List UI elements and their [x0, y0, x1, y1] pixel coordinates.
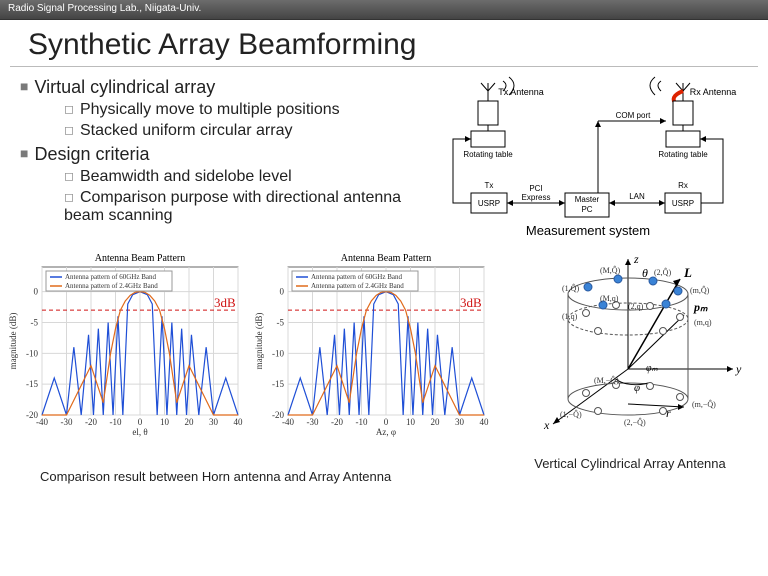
- svg-text:(2,−Q̂): (2,−Q̂): [624, 416, 646, 427]
- svg-text:-15: -15: [272, 379, 284, 389]
- svg-text:(M,Q̂): (M,Q̂): [600, 264, 621, 275]
- svg-text:-10: -10: [26, 348, 38, 358]
- tx-label: Tx: [485, 181, 494, 190]
- bullet-1: Virtual cylindrical array Physically mov…: [20, 77, 443, 140]
- svg-text:40: 40: [480, 417, 490, 427]
- svg-text:(1,Q̂): (1,Q̂): [562, 282, 579, 293]
- x-axis: x: [543, 418, 550, 432]
- svg-text:3dB: 3dB: [214, 295, 236, 310]
- measurement-diagram: Tx Antenna Rx Antenna Rotating table Rot…: [443, 73, 754, 253]
- svg-text:0: 0: [138, 417, 143, 427]
- y-axis: y: [735, 362, 742, 376]
- svg-text:(2,Q̂): (2,Q̂): [654, 266, 671, 277]
- svg-text:Antenna pattern of 60GHz Band: Antenna pattern of 60GHz Band: [311, 273, 402, 281]
- svg-text:el, θ: el, θ: [132, 427, 147, 437]
- right-column: Tx Antenna Rx Antenna Rotating table Rot…: [443, 73, 754, 253]
- master-pc-2: PC: [582, 205, 593, 214]
- phim-label: φₘ: [646, 363, 659, 374]
- lan-label: LAN: [629, 192, 645, 201]
- svg-text:20: 20: [185, 417, 195, 427]
- chart-left: -40-30-20-10010203040-20-15-10-503dBAnte…: [6, 249, 246, 471]
- svg-text:(2,q): (2,q): [628, 302, 644, 311]
- svg-text:30: 30: [455, 417, 465, 427]
- z-axis: z: [633, 252, 639, 266]
- theta-label: θ: [642, 266, 648, 280]
- bullet-list: Virtual cylindrical array Physically mov…: [14, 77, 443, 225]
- svg-text:-5: -5: [277, 318, 285, 328]
- bullet-2-text: Design criteria: [34, 144, 149, 164]
- svg-text:-10: -10: [272, 348, 284, 358]
- pci-label-2: Express: [522, 193, 551, 202]
- rx-antenna-label: Rx Antenna: [690, 87, 737, 97]
- lab-name: Radio Signal Processing Lab., Niigata-Un…: [8, 3, 201, 14]
- charts-caption: Comparison result between Horn antenna a…: [0, 469, 768, 484]
- svg-text:Antenna pattern of 2.4GHz Band: Antenna pattern of 2.4GHz Band: [311, 282, 404, 290]
- sub-2-1: Beamwidth and sidelobe level: [64, 168, 443, 186]
- svg-text:(1,−Q̂): (1,−Q̂): [560, 408, 582, 419]
- svg-text:-15: -15: [26, 379, 38, 389]
- sub-2-2: Comparison purpose with directional ante…: [64, 189, 443, 225]
- com-port-label: COM port: [616, 111, 651, 120]
- bullet-1-text: Virtual cylindrical array: [34, 77, 215, 97]
- svg-text:Az, φ: Az, φ: [376, 427, 396, 437]
- page-title: Synthetic Array Beamforming: [10, 20, 758, 67]
- svg-text:-20: -20: [272, 410, 284, 420]
- svg-text:magnitude (dB): magnitude (dB): [254, 313, 264, 370]
- pm-label: pₘ: [693, 300, 708, 314]
- svg-text:-5: -5: [31, 318, 39, 328]
- svg-text:20: 20: [431, 417, 441, 427]
- svg-text:10: 10: [160, 417, 170, 427]
- left-column: Virtual cylindrical array Physically mov…: [14, 73, 443, 253]
- svg-text:(1,q): (1,q): [562, 312, 578, 321]
- svg-text:-20: -20: [331, 417, 343, 427]
- chart-right: -40-30-20-10010203040-20-15-10-503dBAnte…: [252, 249, 492, 471]
- sub-1-2: Stacked uniform circular array: [64, 122, 443, 140]
- svg-text:Antenna Beam Pattern: Antenna Beam Pattern: [341, 253, 432, 264]
- svg-text:(m,Q̂): (m,Q̂): [690, 284, 710, 295]
- svg-text:Antenna pattern of 2.4GHz Band: Antenna pattern of 2.4GHz Band: [65, 282, 158, 290]
- header-bar: Radio Signal Processing Lab., Niigata-Un…: [0, 0, 768, 20]
- diagram-caption: Measurement system: [526, 223, 650, 238]
- rot-table-2: Rotating table: [659, 150, 709, 159]
- svg-text:-30: -30: [307, 417, 319, 427]
- svg-text:0: 0: [34, 287, 39, 297]
- svg-text:0: 0: [384, 417, 389, 427]
- cylinder-caption: Vertical Cylindrical Array Antenna: [498, 456, 762, 471]
- cylinder-diagram: z y x L θ pₘ φ φₘ r: [498, 249, 762, 471]
- svg-text:40: 40: [234, 417, 244, 427]
- svg-text:Antenna pattern of 60GHz Band: Antenna pattern of 60GHz Band: [65, 273, 156, 281]
- svg-text:(M,−Q̂): (M,−Q̂): [594, 374, 619, 385]
- svg-text:-10: -10: [356, 417, 368, 427]
- svg-text:Antenna Beam Pattern: Antenna Beam Pattern: [95, 253, 186, 264]
- L-label: L: [683, 265, 692, 280]
- svg-text:-20: -20: [85, 417, 97, 427]
- phi-label: φ: [634, 382, 640, 394]
- rx-label: Rx: [678, 181, 688, 190]
- svg-text:-20: -20: [26, 410, 38, 420]
- r-label: r: [666, 406, 671, 420]
- svg-text:-30: -30: [61, 417, 73, 427]
- usrp-rx: USRP: [672, 199, 694, 208]
- svg-text:3dB: 3dB: [460, 295, 482, 310]
- svg-text:-10: -10: [110, 417, 122, 427]
- svg-text:(M,q): (M,q): [600, 294, 619, 303]
- usrp-tx: USRP: [478, 199, 500, 208]
- rot-table-1: Rotating table: [464, 150, 514, 159]
- content-area: Virtual cylindrical array Physically mov…: [0, 73, 768, 253]
- pci-label-1: PCI: [530, 184, 543, 193]
- sub-1-1: Physically move to multiple positions: [64, 101, 443, 119]
- charts-row: -40-30-20-10010203040-20-15-10-503dBAnte…: [0, 249, 768, 471]
- svg-text:(m,q): (m,q): [694, 318, 712, 327]
- svg-text:0: 0: [280, 287, 285, 297]
- svg-text:magnitude (dB): magnitude (dB): [8, 313, 18, 370]
- master-pc-1: Master: [575, 195, 600, 204]
- svg-text:(m,−Q̂): (m,−Q̂): [692, 398, 716, 409]
- svg-text:30: 30: [209, 417, 219, 427]
- svg-text:10: 10: [406, 417, 416, 427]
- bullet-2: Design criteria Beamwidth and sidelobe l…: [20, 144, 443, 225]
